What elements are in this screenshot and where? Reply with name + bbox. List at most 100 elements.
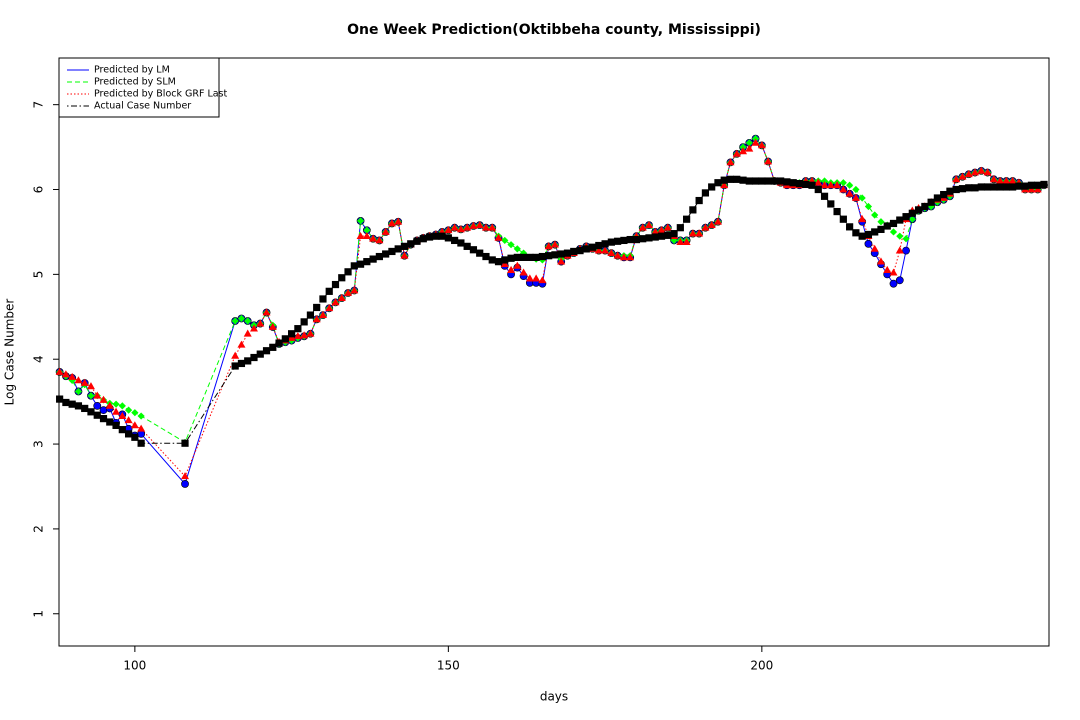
point bbox=[889, 219, 898, 228]
point bbox=[74, 376, 83, 384]
point bbox=[112, 400, 120, 408]
point bbox=[889, 279, 898, 288]
point bbox=[74, 387, 83, 396]
point bbox=[74, 402, 83, 410]
point bbox=[958, 172, 967, 180]
point bbox=[288, 330, 296, 338]
point bbox=[112, 421, 120, 429]
x-axis-label: days bbox=[540, 690, 568, 704]
point bbox=[319, 295, 327, 303]
point bbox=[444, 234, 452, 242]
point bbox=[394, 217, 403, 225]
point bbox=[99, 415, 108, 423]
point bbox=[726, 158, 735, 166]
point bbox=[852, 229, 860, 237]
point bbox=[137, 424, 146, 432]
point bbox=[1008, 176, 1017, 184]
point bbox=[720, 176, 728, 184]
point bbox=[1034, 181, 1042, 189]
point bbox=[538, 276, 547, 284]
point bbox=[638, 223, 647, 231]
y-tick-label: 1 bbox=[32, 610, 46, 618]
point bbox=[419, 235, 427, 243]
point bbox=[971, 184, 979, 192]
point bbox=[864, 230, 873, 239]
point bbox=[670, 230, 678, 238]
point bbox=[864, 202, 873, 211]
point bbox=[889, 228, 898, 236]
point bbox=[80, 378, 89, 386]
point bbox=[739, 176, 747, 184]
point bbox=[369, 255, 377, 263]
point bbox=[501, 236, 509, 245]
point bbox=[519, 268, 528, 276]
point bbox=[181, 439, 189, 447]
point bbox=[908, 215, 916, 223]
y-tick-label: 7 bbox=[32, 101, 46, 109]
point bbox=[293, 332, 302, 340]
point bbox=[745, 177, 753, 185]
point bbox=[996, 183, 1004, 191]
point bbox=[858, 215, 867, 223]
point bbox=[851, 193, 860, 201]
point bbox=[432, 232, 440, 240]
legend-label: Predicted by LM bbox=[94, 65, 170, 76]
point bbox=[87, 392, 95, 400]
point bbox=[940, 191, 948, 199]
point bbox=[958, 185, 967, 193]
point bbox=[338, 274, 346, 282]
point bbox=[644, 220, 653, 229]
point bbox=[927, 198, 935, 206]
point bbox=[363, 258, 371, 266]
point bbox=[337, 293, 346, 302]
point bbox=[871, 211, 879, 219]
point bbox=[933, 194, 941, 202]
point bbox=[488, 256, 496, 264]
point bbox=[896, 216, 904, 224]
point bbox=[124, 430, 133, 438]
point bbox=[895, 246, 904, 254]
point bbox=[764, 177, 772, 185]
legend-label: Actual Case Number bbox=[94, 101, 191, 112]
point bbox=[570, 247, 578, 256]
point bbox=[607, 238, 615, 246]
point bbox=[676, 224, 684, 232]
point bbox=[131, 409, 139, 417]
y-tick-label: 2 bbox=[32, 525, 46, 533]
point bbox=[550, 240, 559, 248]
point bbox=[977, 166, 986, 174]
point bbox=[1040, 180, 1048, 189]
point bbox=[56, 395, 64, 403]
point bbox=[732, 149, 741, 157]
point bbox=[469, 246, 478, 254]
point bbox=[124, 416, 133, 424]
point bbox=[613, 251, 622, 259]
point bbox=[513, 253, 521, 261]
point bbox=[388, 247, 396, 256]
point bbox=[576, 247, 584, 255]
point bbox=[996, 176, 1005, 184]
point bbox=[231, 351, 240, 359]
point bbox=[889, 268, 898, 276]
point bbox=[1027, 181, 1036, 189]
point bbox=[456, 225, 465, 233]
point bbox=[450, 223, 459, 231]
point bbox=[544, 242, 553, 250]
point bbox=[777, 177, 785, 185]
point bbox=[846, 181, 854, 189]
y-axis-label: Log Case Number bbox=[3, 299, 17, 406]
point bbox=[795, 179, 804, 188]
point bbox=[137, 439, 145, 447]
point bbox=[507, 254, 515, 262]
point bbox=[814, 178, 823, 186]
point bbox=[588, 243, 597, 251]
point bbox=[1015, 182, 1023, 190]
point bbox=[294, 325, 302, 333]
point bbox=[256, 350, 264, 358]
point bbox=[883, 222, 891, 230]
point bbox=[908, 209, 916, 217]
point bbox=[112, 407, 121, 415]
plot-frame bbox=[58, 57, 1050, 647]
point bbox=[400, 251, 409, 259]
point bbox=[676, 237, 685, 246]
